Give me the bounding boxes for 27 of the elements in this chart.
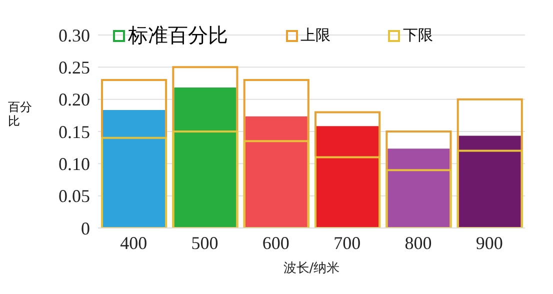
- bar: [243, 140, 310, 228]
- y-axis-title: 百分比: [8, 100, 33, 128]
- y-tick-label: 0.20: [58, 90, 90, 110]
- bar: [101, 136, 168, 228]
- x-tick-label: 800: [404, 232, 432, 253]
- y-tick-label: 0.10: [58, 154, 90, 174]
- x-tick-label: 400: [120, 232, 148, 253]
- x-tick-label: 900: [476, 232, 503, 253]
- x-tick-label: 600: [262, 232, 290, 253]
- x-tick-label: 500: [191, 232, 218, 253]
- bar: [314, 156, 381, 228]
- bar: [172, 130, 238, 228]
- y-tick-label: 0.05: [58, 186, 90, 206]
- bar: [456, 150, 523, 228]
- bar: [243, 114, 310, 228]
- bar: [386, 146, 452, 228]
- y-tick-label: 0.15: [58, 122, 90, 142]
- legend-label: 上限: [300, 25, 330, 46]
- y-tick-label: 0: [81, 218, 90, 238]
- y-tick-label: 0.25: [58, 58, 90, 78]
- bar: [386, 169, 452, 228]
- legend-label: 标准百分比: [127, 22, 228, 49]
- x-tick-label: 700: [334, 232, 361, 253]
- y-tick-label: 0.30: [58, 25, 90, 46]
- legend-label: 下限: [402, 25, 433, 46]
- bar: [456, 134, 523, 228]
- x-axis-title: 波长/纳米: [283, 261, 340, 276]
